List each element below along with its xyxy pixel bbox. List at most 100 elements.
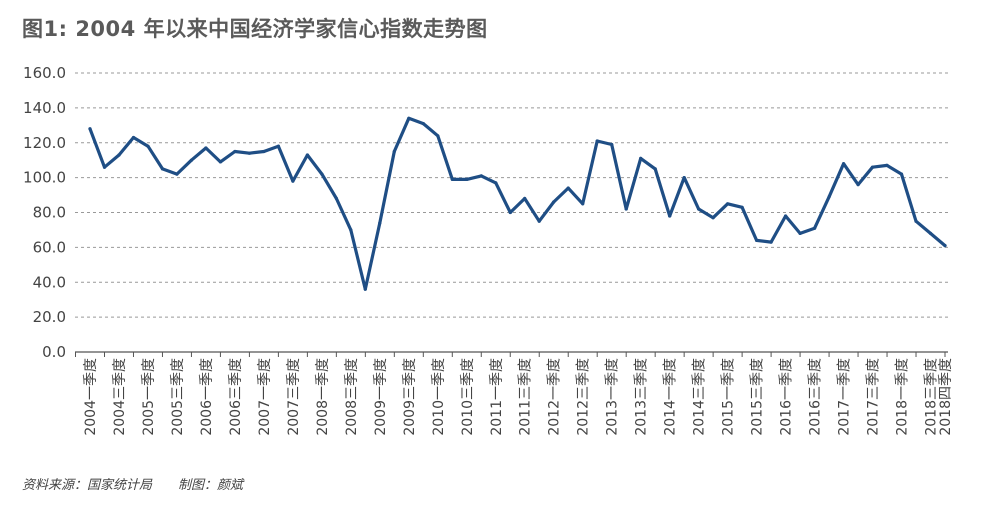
data-point bbox=[494, 181, 498, 185]
x-axis: 2004一季度 2004三季度 2005一季度 2005三季度 2006一季度 2006三… bbox=[75, 351, 954, 436]
x-tick-label: 2010一季度 bbox=[431, 358, 447, 436]
data-point bbox=[914, 219, 918, 223]
y-axis: 0.0 20.0 40.0 60.0 80.0 100.0 120.0 140.0 160.0 bbox=[23, 64, 66, 361]
x-tick-label: 2007三季度 bbox=[286, 358, 302, 436]
data-point bbox=[349, 228, 353, 232]
x-tick-label: 2008一季度 bbox=[315, 358, 331, 436]
series-line bbox=[88, 116, 947, 291]
x-tick-label: 2017一季度 bbox=[837, 358, 853, 436]
data-point bbox=[755, 238, 759, 242]
x-tick-label: 2012三季度 bbox=[576, 358, 592, 436]
data-point bbox=[218, 160, 222, 164]
data-point bbox=[928, 231, 933, 235]
data-point bbox=[334, 196, 338, 201]
x-tick-label: 2011一季度 bbox=[489, 358, 505, 436]
data-point bbox=[943, 244, 947, 248]
data-point bbox=[726, 202, 730, 206]
x-tick-label: 2004一季度 bbox=[83, 358, 99, 436]
x-tick-label: 2016三季度 bbox=[808, 358, 824, 436]
data-point bbox=[407, 116, 411, 120]
data-point bbox=[204, 146, 208, 150]
y-tick-label: 140.0 bbox=[23, 99, 66, 117]
data-point bbox=[566, 186, 570, 190]
x-tick-label: 2013三季度 bbox=[634, 358, 650, 436]
chart-footer: 资料来源：国家统计局 制图：颜斌 bbox=[22, 474, 243, 493]
y-tick-label: 120.0 bbox=[23, 134, 66, 152]
data-point bbox=[885, 163, 889, 167]
data-point bbox=[740, 205, 744, 209]
data-point bbox=[899, 172, 904, 176]
data-point bbox=[233, 149, 237, 154]
data-point bbox=[595, 139, 599, 143]
data-point bbox=[88, 127, 92, 131]
x-tick-label: 2014三季度 bbox=[692, 358, 708, 436]
data-point bbox=[146, 144, 150, 148]
data-point bbox=[870, 165, 875, 169]
x-tick-label: 2015三季度 bbox=[750, 358, 766, 436]
data-point bbox=[117, 153, 121, 157]
x-tick-label: 2010三季度 bbox=[460, 358, 476, 436]
data-point bbox=[363, 287, 367, 291]
data-point bbox=[784, 214, 788, 218]
x-tick-label: 2005三季度 bbox=[170, 358, 186, 436]
x-tick-label: 2016一季度 bbox=[779, 358, 795, 436]
x-tick-label: 2008三季度 bbox=[344, 358, 360, 436]
data-point bbox=[581, 202, 585, 206]
data-point bbox=[523, 196, 527, 201]
data-point bbox=[798, 231, 802, 235]
y-tick-label: 0.0 bbox=[42, 343, 66, 361]
data-point bbox=[276, 144, 280, 148]
data-point bbox=[552, 200, 556, 204]
x-tick-label: 2007一季度 bbox=[257, 358, 273, 436]
gridlines bbox=[75, 72, 948, 318]
data-point bbox=[305, 153, 309, 157]
x-tick-label: 2009三季度 bbox=[402, 358, 418, 436]
data-point bbox=[320, 172, 324, 176]
data-point bbox=[131, 135, 136, 140]
x-tick-label: 2018三季度 bbox=[924, 358, 940, 436]
data-point bbox=[842, 162, 846, 166]
data-point bbox=[856, 183, 860, 187]
data-point bbox=[465, 177, 469, 181]
x-tick-label: 2006三季度 bbox=[228, 358, 244, 436]
data-point bbox=[668, 214, 672, 218]
y-tick-label: 20.0 bbox=[33, 308, 66, 326]
x-tick-label: 2014一季度 bbox=[663, 358, 679, 436]
data-point bbox=[639, 156, 643, 160]
data-point bbox=[175, 172, 179, 176]
data-point bbox=[291, 179, 295, 183]
data-point bbox=[247, 151, 251, 155]
x-tick-label: 2012一季度 bbox=[547, 358, 563, 436]
source-note: 资料来源：国家统计局 bbox=[22, 478, 153, 493]
data-point bbox=[653, 167, 657, 171]
data-point bbox=[682, 176, 686, 180]
chart-title: 图1: 2004 年以来中国经济学家信心指数走势图 bbox=[22, 17, 488, 41]
x-tick-label: 2015一季度 bbox=[721, 358, 737, 436]
x-tick-label: 2004三季度 bbox=[112, 358, 128, 436]
data-point bbox=[537, 219, 541, 223]
data-point bbox=[624, 207, 628, 211]
data-point bbox=[189, 158, 193, 162]
data-point bbox=[262, 149, 266, 154]
data-point bbox=[421, 122, 425, 126]
data-point bbox=[102, 165, 107, 169]
x-tick-label: 2005一季度 bbox=[141, 358, 157, 436]
y-tick-label: 40.0 bbox=[33, 273, 66, 291]
x-tick-label: 2018四季度 bbox=[938, 358, 954, 436]
y-tick-label: 60.0 bbox=[33, 238, 66, 256]
data-point bbox=[610, 142, 614, 147]
y-tick-label: 100.0 bbox=[23, 169, 66, 187]
author-note: 制图：颜斌 bbox=[178, 478, 244, 493]
x-tick-label: 2018一季度 bbox=[895, 358, 911, 436]
data-point bbox=[479, 174, 483, 178]
data-point bbox=[697, 207, 701, 211]
y-tick-label: 80.0 bbox=[33, 204, 66, 222]
data-point bbox=[450, 177, 454, 181]
x-tick-label: 2017三季度 bbox=[866, 358, 882, 436]
data-point bbox=[392, 149, 396, 154]
data-point bbox=[378, 221, 382, 225]
data-point bbox=[827, 195, 831, 199]
data-point bbox=[813, 226, 817, 230]
data-point bbox=[160, 167, 165, 171]
